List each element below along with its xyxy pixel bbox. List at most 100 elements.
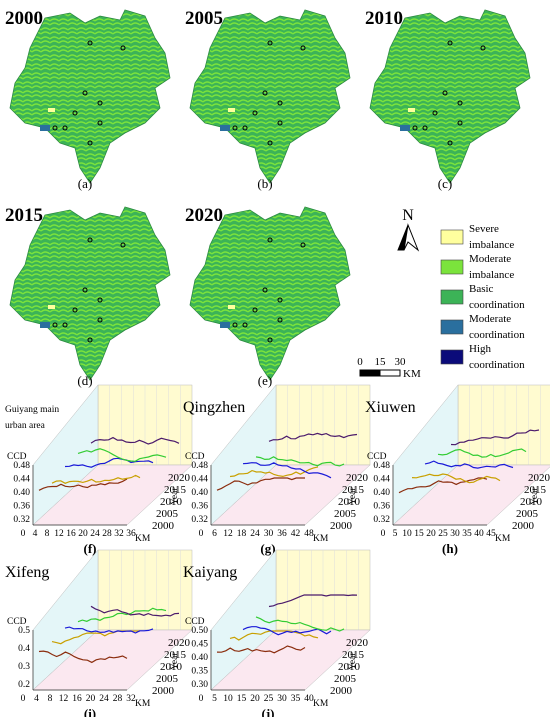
y-tick-label: 0.40 — [191, 653, 208, 663]
y-tick-label: 0.32 — [373, 515, 390, 525]
map-year: 2000 — [5, 8, 43, 29]
site — [277, 100, 283, 106]
profile-line — [229, 630, 319, 641]
x-tick-label: 36 — [126, 529, 136, 539]
x-unit: KM — [135, 534, 151, 544]
compass — [403, 223, 420, 252]
year-tick: 2015 — [164, 649, 187, 661]
year-tick: 2015 — [342, 484, 365, 496]
year-tick: 2005 — [156, 508, 179, 520]
chart-title: Qingzhen — [183, 399, 245, 416]
site — [300, 242, 306, 248]
year-tick: 2010 — [160, 496, 183, 508]
legend-label: coordination — [469, 329, 525, 341]
y-axis-label: CCD — [7, 617, 27, 627]
site — [277, 297, 283, 303]
profile-line — [450, 429, 540, 446]
profile-line — [242, 462, 332, 479]
cell-yellow — [228, 108, 235, 112]
x-tick-label: 24 — [90, 529, 100, 539]
site — [52, 125, 58, 131]
cell-yellow — [228, 305, 235, 309]
legend-label: Moderate — [469, 313, 511, 325]
x-tick-label: 30 — [264, 529, 274, 539]
chart-title: Kaiyang — [183, 564, 237, 581]
y-tick-label: 0.40 — [13, 488, 30, 498]
x-tick-label: 30 — [277, 694, 287, 704]
site — [87, 337, 93, 343]
cell-blue — [40, 322, 50, 328]
site — [447, 140, 453, 146]
y-tick-label: 0.48 — [191, 461, 208, 471]
map: 2015 (d) — [5, 205, 171, 388]
y-tick-label: 0.44 — [373, 475, 390, 485]
x-tick-label: 25 — [438, 529, 448, 539]
site — [82, 287, 88, 293]
x-tick-label: 4 — [34, 694, 39, 704]
cell-blue — [40, 125, 50, 131]
x-tick-label: 40 — [474, 529, 484, 539]
x-tick-label: 24 — [99, 694, 109, 704]
x-tick-label: 16 — [66, 529, 76, 539]
year-axis-label: Year — [348, 487, 358, 505]
profile-chart: 0.5 0.4 0.3 0.2 CCD 0 4 8 12 16 20 24 28 32 KM20002005… — [5, 549, 193, 717]
x-tick-label: 32 — [114, 529, 124, 539]
profile-line — [437, 448, 527, 458]
y-tick-label: 0.50 — [191, 626, 208, 636]
panel-label: (f) — [84, 541, 97, 556]
legend-swatch — [440, 229, 464, 245]
site — [432, 110, 438, 116]
legend-label: Moderate — [469, 253, 511, 265]
y-tick-label: 0.4 — [18, 644, 30, 654]
x-tick-label: 24 — [250, 529, 260, 539]
site — [457, 120, 463, 126]
panel-label: (i) — [84, 706, 96, 717]
x-tick-label: 12 — [223, 529, 233, 539]
site — [232, 322, 238, 328]
legend-swatch — [440, 289, 464, 305]
site — [72, 307, 78, 313]
chart-title: Xiuwen — [365, 399, 416, 416]
site — [232, 125, 238, 131]
legend-swatch — [440, 319, 464, 335]
map-year: 2005 — [185, 8, 223, 29]
compass-label: N — [402, 207, 414, 224]
site — [300, 45, 306, 51]
x-tick-label: 10 — [223, 694, 233, 704]
legend-label: Basic — [469, 283, 494, 295]
x-tick-label: 12 — [54, 529, 64, 539]
y-tick-label: 0.48 — [13, 461, 30, 471]
back-wall — [457, 384, 550, 466]
x-tick-label: 10 — [402, 529, 412, 539]
year-axis-label: Year — [530, 487, 540, 505]
site — [277, 120, 283, 126]
x-tick-label: 8 — [45, 529, 50, 539]
cell-yellow — [48, 305, 55, 309]
scale-tick: 0 — [357, 356, 363, 368]
site — [447, 40, 453, 46]
map: 2010 (c) — [365, 8, 531, 191]
x-tick-label: 30 — [450, 529, 460, 539]
profile-chart: 0.48 0.44 0.40 0.36 0.32 CCD 0 4 8 12 16 20 24 28 32 36… — [5, 384, 193, 556]
x-tick-label: 28 — [113, 694, 123, 704]
cell-yellow — [48, 108, 55, 112]
site — [97, 297, 103, 303]
x-tick-label: 20 — [250, 694, 260, 704]
site — [82, 90, 88, 96]
x-tick-label: 32 — [126, 694, 136, 704]
year-tick: 2010 — [520, 496, 543, 508]
site — [252, 110, 258, 116]
x-unit: KM — [313, 699, 329, 709]
profile-line — [51, 474, 141, 484]
x-tick-label: 18 — [237, 529, 247, 539]
map-label: (c) — [438, 176, 452, 191]
site — [87, 40, 93, 46]
map-year: 2020 — [185, 205, 223, 226]
map-label: (e) — [258, 373, 272, 388]
year-tick: 2010 — [338, 661, 361, 673]
x-tick-label: 0 — [199, 529, 204, 539]
x-tick-label: 0 — [21, 694, 26, 704]
panel-label: (h) — [442, 541, 458, 556]
profile-chart: 0.48 0.44 0.40 0.36 0.32 CCD 0 6 12 18 24 30 36 42 48 K… — [183, 384, 371, 556]
